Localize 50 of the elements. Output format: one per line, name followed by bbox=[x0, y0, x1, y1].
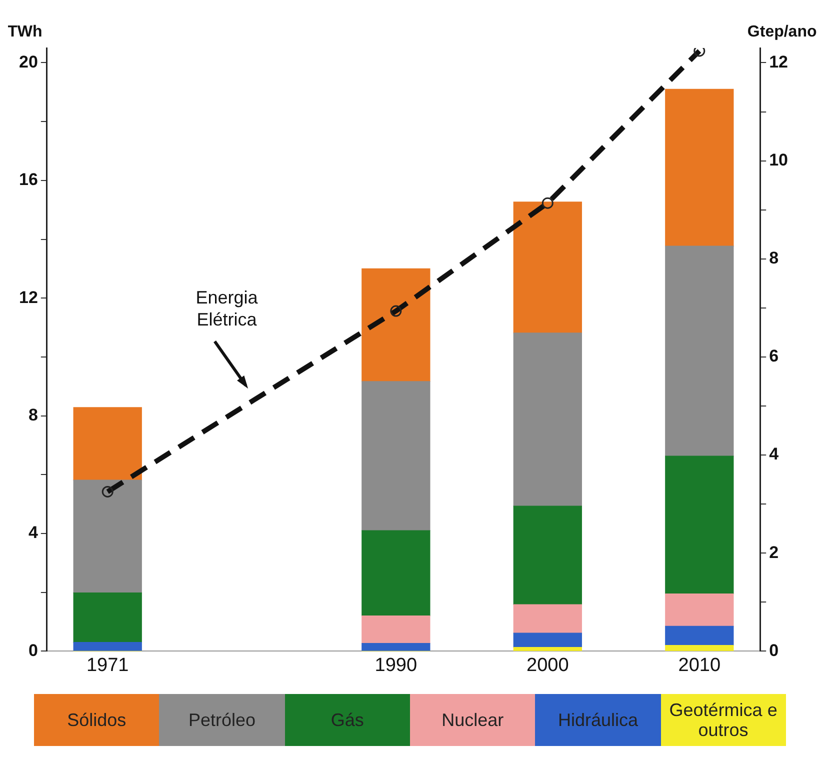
y2-axis-title: Gtep/ano bbox=[747, 23, 817, 40]
bar bbox=[73, 480, 142, 594]
bar bbox=[513, 332, 582, 506]
text: Gás bbox=[330, 710, 364, 730]
bar bbox=[665, 593, 734, 627]
y-tick-label: 20 bbox=[18, 52, 38, 72]
x-tick-label: 2000 bbox=[526, 654, 569, 676]
bar bbox=[513, 506, 582, 605]
y-tick-label: 16 bbox=[18, 170, 38, 190]
y-axis-title: TWh bbox=[8, 23, 42, 40]
point bbox=[102, 486, 114, 498]
bar bbox=[513, 632, 582, 648]
y2-tick-label: 8 bbox=[769, 248, 779, 268]
y-tick-label: 4 bbox=[28, 523, 38, 542]
bar bbox=[362, 530, 430, 616]
y2-tick-label: 12 bbox=[769, 52, 788, 72]
text: Energia Elétrica bbox=[196, 287, 259, 330]
x-tick-label: 1990 bbox=[374, 654, 418, 676]
bar bbox=[665, 456, 734, 594]
text: Geotérmica e outros bbox=[668, 700, 778, 740]
point bbox=[390, 305, 402, 317]
y2-tick-label: 6 bbox=[769, 346, 779, 366]
bar bbox=[73, 407, 142, 480]
bar bbox=[665, 626, 734, 646]
bar bbox=[665, 246, 734, 456]
y-tick-label: 8 bbox=[28, 405, 38, 424]
bar bbox=[73, 592, 142, 643]
point bbox=[542, 197, 554, 209]
bar bbox=[665, 88, 734, 246]
text: Sólidos bbox=[67, 710, 126, 730]
bar bbox=[513, 202, 582, 334]
x-tick-label: 2010 bbox=[678, 654, 721, 676]
y-tick-label: 12 bbox=[18, 288, 38, 307]
bar bbox=[513, 646, 582, 652]
bar bbox=[362, 381, 430, 531]
y2-tick-label: 4 bbox=[769, 444, 780, 464]
text: Nuclear bbox=[442, 710, 504, 730]
text: Hidráulica bbox=[558, 710, 638, 730]
bar bbox=[73, 642, 142, 652]
y2-tick-label: 10 bbox=[769, 150, 788, 170]
bar bbox=[362, 643, 430, 652]
x-tick-label: 1971 bbox=[86, 654, 129, 676]
bar bbox=[513, 604, 582, 634]
bar bbox=[665, 644, 734, 652]
y-tick-label: 0 bbox=[28, 640, 38, 660]
y2-tick-label: 2 bbox=[769, 542, 779, 562]
text: Petróleo bbox=[188, 710, 256, 730]
bar bbox=[362, 268, 430, 382]
y2-tick-label: 0 bbox=[769, 640, 779, 660]
bar bbox=[362, 616, 430, 644]
